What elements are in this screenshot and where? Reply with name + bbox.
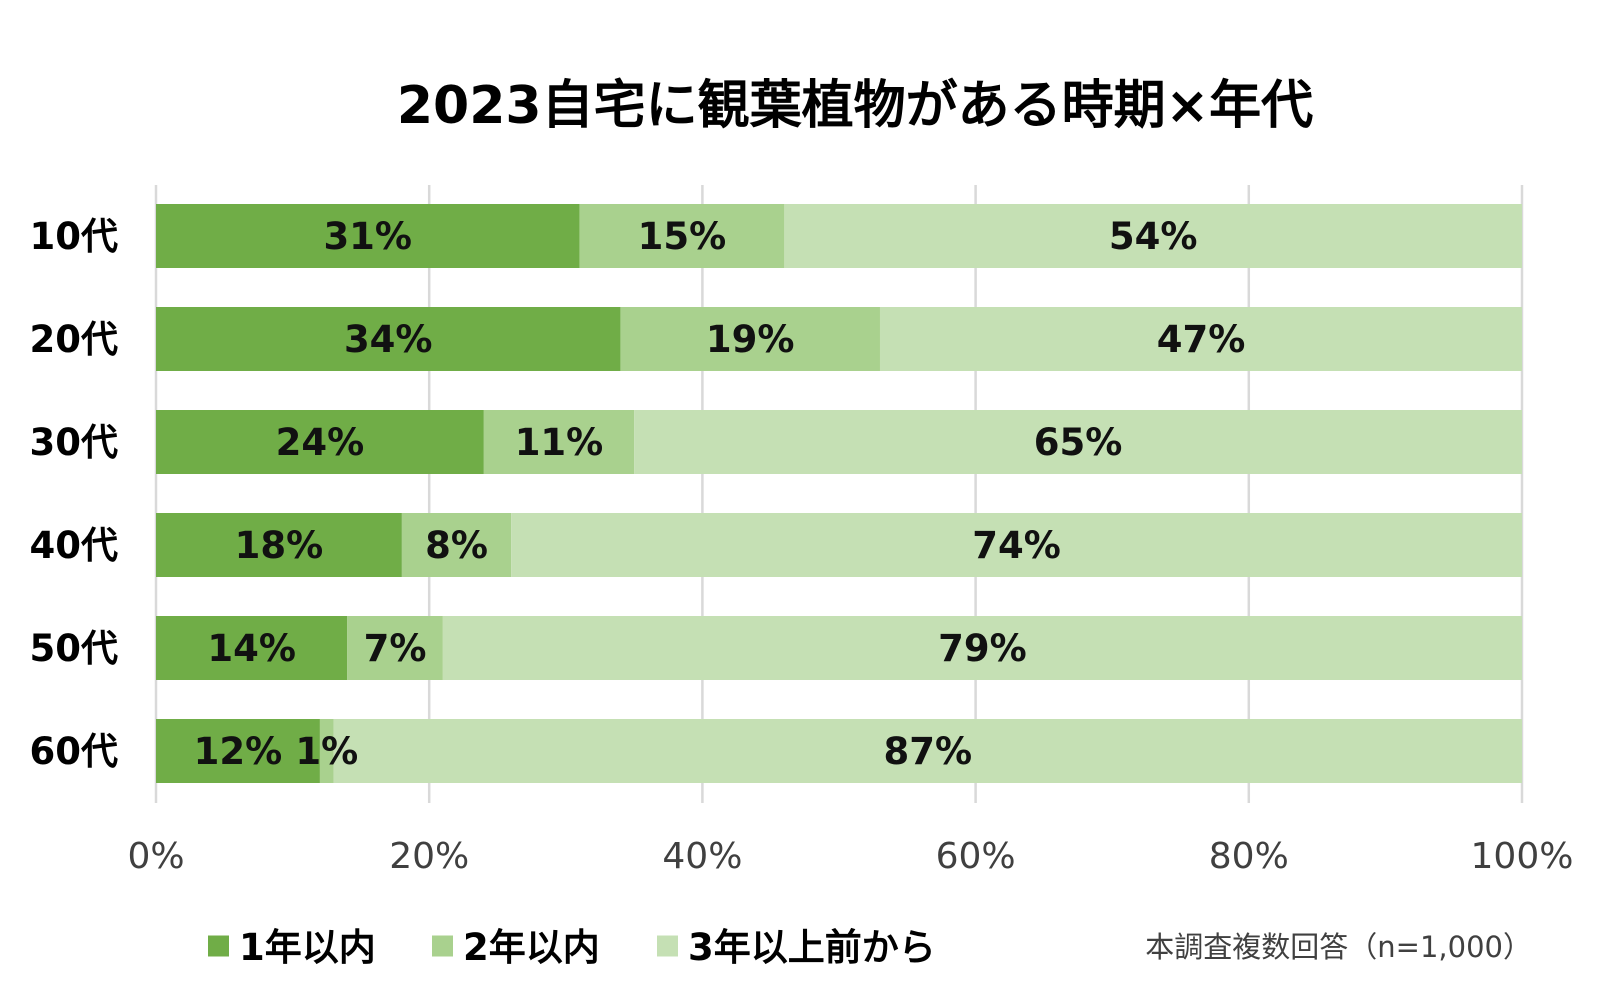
data-label: 19% — [706, 318, 795, 361]
bar-segment-2 — [347, 616, 443, 680]
category-label: 20代 — [30, 318, 119, 361]
category-label: 10代 — [30, 215, 119, 258]
data-label: 31% — [323, 215, 412, 258]
bar-segment-1 — [156, 204, 580, 268]
data-label: 18% — [235, 524, 324, 567]
bar-segment-1 — [156, 719, 320, 783]
data-label: 8% — [425, 524, 488, 567]
x-tick-label: 0% — [127, 836, 184, 877]
sample-note: 本調査複数回答（n=1,000） — [1145, 930, 1532, 964]
bar-segment-2 — [401, 513, 512, 577]
x-tick-label: 20% — [389, 836, 469, 877]
bar-segment-2 — [483, 410, 635, 474]
legend-label: 1年以内 — [239, 926, 376, 969]
x-tick-label: 100% — [1471, 836, 1574, 877]
data-label: 1% — [295, 730, 358, 773]
data-label: 11% — [515, 421, 604, 464]
x-tick-label: 60% — [936, 836, 1016, 877]
legend-swatch — [208, 935, 229, 957]
data-label: 24% — [276, 421, 365, 464]
x-tick-label: 80% — [1209, 836, 1289, 877]
data-label: 47% — [1157, 318, 1246, 361]
bar-segment-3 — [442, 616, 1522, 680]
legend-swatch — [432, 935, 453, 957]
data-label: 65% — [1034, 421, 1123, 464]
value-axis: 0% 20% 40% 60% 80% 100% — [127, 836, 1573, 877]
data-label: 12% — [194, 730, 283, 773]
legend-swatch — [657, 935, 678, 957]
bar-segment-3 — [511, 513, 1522, 577]
data-label: 15% — [638, 215, 727, 258]
category-label: 30代 — [30, 421, 119, 464]
legend-label: 3年以上前から — [688, 926, 936, 969]
category-label: 60代 — [30, 730, 119, 773]
data-label: 14% — [207, 627, 296, 670]
bars: 31% 15% 54% 34% 19% 47% 24% 11% 65% 18% 8% 74% 14% 7%… — [156, 204, 1523, 783]
gridlines — [154, 185, 1524, 803]
bar-segment-3 — [879, 307, 1522, 371]
bar-segment-2 — [620, 307, 880, 371]
category-axis: 10代 20代 30代 40代 50代 60代 — [30, 215, 119, 773]
bar-segment-3 — [634, 410, 1522, 474]
data-label: 87% — [884, 730, 973, 773]
x-tick-label: 40% — [662, 836, 742, 877]
bar-segment-2 — [579, 204, 785, 268]
bar-segment-1 — [156, 307, 621, 371]
bar-segment-1 — [156, 616, 348, 680]
bar-segment-3 — [333, 719, 1523, 783]
data-label: 34% — [344, 318, 433, 361]
bar-segment-3 — [784, 204, 1522, 268]
bar-segment-2 — [319, 719, 334, 783]
data-label: 54% — [1109, 215, 1198, 258]
data-label: 7% — [364, 627, 427, 670]
data-label: 74% — [972, 524, 1061, 567]
legend-label: 2年以内 — [463, 926, 600, 969]
data-label: 79% — [938, 627, 1027, 670]
bar-segment-1 — [156, 410, 484, 474]
category-label: 50代 — [30, 627, 119, 670]
chart-title: 2023自宅に観葉植物がある時期×年代 — [397, 76, 1313, 136]
legend: 1年以内 2年以内 3年以上前から — [208, 926, 936, 969]
bar-segment-1 — [156, 513, 402, 577]
category-label: 40代 — [30, 524, 119, 567]
